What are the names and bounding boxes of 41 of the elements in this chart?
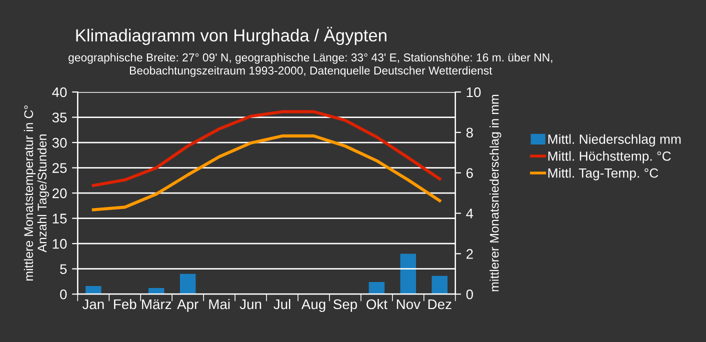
y-tick-label: 30 <box>52 138 67 148</box>
y2-tick-label: 4 <box>466 208 474 218</box>
x-tick-label: Jan <box>82 299 104 310</box>
y2-tick-label: 0 <box>466 289 473 300</box>
y2-tick-label: 2 <box>466 249 473 259</box>
y-tick-label: 40 <box>52 87 67 98</box>
y-tick-label: 35 <box>52 112 67 122</box>
x-tick-label: März <box>142 299 172 310</box>
legend-label: Mittl. Tag-Temp. °C <box>548 168 658 180</box>
y2-tick-label: 6 <box>466 168 473 178</box>
legend-label: Mittl. Höchsttemp. °C <box>548 151 671 164</box>
legend-label: Mittl. Niederschlag mm <box>548 134 681 146</box>
x-tick-label: Dez <box>428 299 452 310</box>
y-tick-label: 25 <box>52 163 67 173</box>
x-tick-label: Feb <box>114 298 136 310</box>
y2-tick-label: 8 <box>466 128 473 138</box>
x-tick-label: Mai <box>209 298 230 310</box>
y-tick-label: 20 <box>52 188 67 198</box>
x-tick-label: Aug <box>301 299 326 312</box>
y-tick-label: 5 <box>60 264 67 274</box>
x-tick-label: Jul <box>274 298 290 310</box>
x-tick-label: Jun <box>240 299 262 310</box>
x-tick-label: Sep <box>333 299 357 312</box>
chart-subtitle: geographische Breite: 27° 09' N, geographische Länge: 33° 43' E, Stationshöhe: 16 m. über NN, Beobachtungszeitraum 1993-2000, Datenquelle Deutscher Wetterdienst <box>68 53 552 77</box>
bar <box>368 282 385 294</box>
y-tick-label: 0 <box>60 289 67 300</box>
y2-tick-label: 10 <box>466 87 481 98</box>
bar <box>432 276 448 294</box>
x-tick-label: Apr <box>177 299 198 312</box>
chart-title: Klimadiagramm von Hurghada / Ägypten <box>76 26 386 45</box>
y2-axis-title: mittlerer Monatsniederschlag in mm <box>490 94 502 292</box>
y-tick-label: 10 <box>52 238 67 249</box>
bar <box>400 254 416 294</box>
line-series <box>92 110 442 188</box>
line-series <box>92 134 442 212</box>
x-tick-label: Okt <box>366 298 388 310</box>
y-tick-label: 15 <box>52 214 67 224</box>
x-tick-label: Nov <box>396 299 420 310</box>
bar <box>86 286 102 294</box>
bar <box>180 274 196 294</box>
y-axis-title: mittlere Monatstemperatur in C° Anzahl Tage/Stunden <box>24 106 50 281</box>
